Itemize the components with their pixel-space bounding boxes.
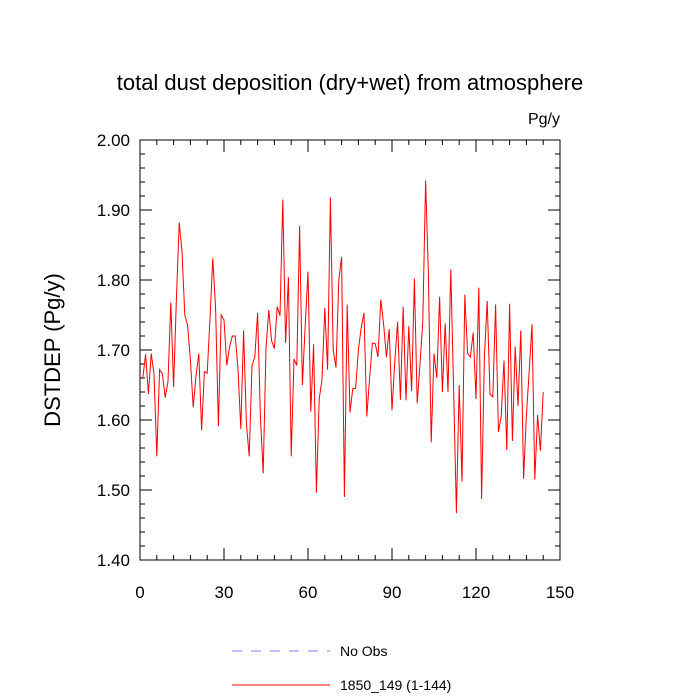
tick-labels: 0 30 60 90 120 150 1.40 1.50 1.60 1.70 1.80 1.90 2.0… bbox=[97, 131, 574, 602]
legend-label-series: 1850_149 (1-144) bbox=[340, 677, 451, 693]
x-tick-label: 30 bbox=[215, 583, 234, 602]
x-tick-label: 150 bbox=[546, 583, 574, 602]
x-tick-label: 90 bbox=[383, 583, 402, 602]
y-tick-label: 1.90 bbox=[97, 201, 130, 220]
x-tick-label: 60 bbox=[299, 583, 318, 602]
series-line bbox=[142, 180, 544, 514]
chart-title: total dust deposition (dry+wet) from atm… bbox=[117, 70, 584, 95]
y-tick-label: 1.40 bbox=[97, 551, 130, 570]
legend: No Obs 1850_149 (1-144) bbox=[232, 643, 451, 693]
y-tick-label: 1.60 bbox=[97, 411, 130, 430]
plot-frame bbox=[139, 139, 561, 561]
units-label: Pg/y bbox=[528, 111, 560, 128]
y-tick-label: 1.50 bbox=[97, 481, 130, 500]
x-tick-label: 120 bbox=[462, 583, 490, 602]
y-axis-label: DSTDEP (Pg/y) bbox=[40, 273, 65, 427]
y-tick-label: 2.00 bbox=[97, 131, 130, 150]
series-layer bbox=[142, 180, 544, 514]
y-tick-label: 1.70 bbox=[97, 341, 130, 360]
legend-label-no-obs: No Obs bbox=[340, 643, 387, 659]
y-tick-label: 1.80 bbox=[97, 271, 130, 290]
x-tick-label: 0 bbox=[135, 583, 144, 602]
